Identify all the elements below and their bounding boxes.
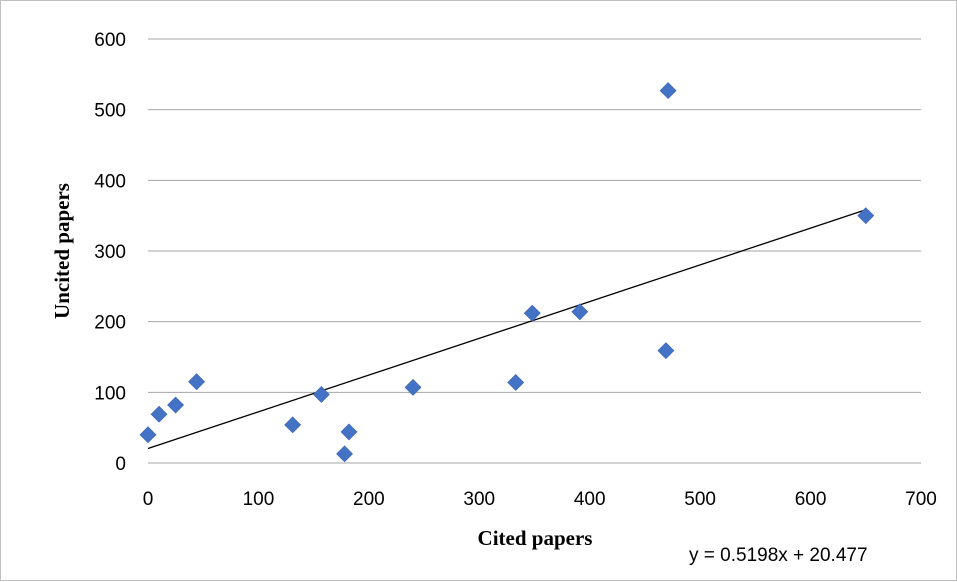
data-point xyxy=(857,207,875,225)
y-tick-label: 600 xyxy=(94,30,126,51)
y-tick-label: 400 xyxy=(94,171,126,192)
x-tick-label: 100 xyxy=(243,489,275,510)
x-axis-title: Cited papers xyxy=(478,526,593,550)
data-point xyxy=(150,405,168,423)
y-tick-label: 300 xyxy=(94,242,126,263)
data-point xyxy=(571,303,589,321)
y-tick-label: 500 xyxy=(94,101,126,122)
trendline-equation: y = 0.5198x + 20.477 xyxy=(689,545,868,566)
data-point xyxy=(336,445,353,463)
x-tick-label: 300 xyxy=(463,489,495,510)
x-tick-label: 0 xyxy=(143,489,154,510)
data-points xyxy=(139,82,875,463)
y-axis-tick-labels: 0 100 200 300 400 500 600 xyxy=(94,30,126,475)
data-point xyxy=(188,373,206,391)
data-point xyxy=(340,423,358,441)
y-tick-label: 100 xyxy=(94,383,126,404)
data-point xyxy=(404,378,422,396)
x-tick-label: 700 xyxy=(905,489,937,510)
data-point xyxy=(284,416,302,434)
y-tick-label: 200 xyxy=(94,313,126,334)
data-point xyxy=(659,82,677,100)
x-tick-label: 600 xyxy=(795,489,827,510)
trendline-group xyxy=(147,209,866,450)
data-point xyxy=(657,342,675,360)
trendline xyxy=(147,209,866,450)
x-tick-label: 500 xyxy=(684,489,716,510)
data-point xyxy=(523,304,541,322)
y-axis-title: Uncited papers xyxy=(50,183,74,319)
y-tick-label: 0 xyxy=(115,454,126,475)
gridlines xyxy=(148,38,921,393)
data-point xyxy=(139,426,157,444)
x-tick-label: 400 xyxy=(574,489,606,510)
data-point xyxy=(507,374,525,391)
data-point xyxy=(167,396,185,414)
data-point xyxy=(312,386,330,403)
x-axis-tick-labels: 0 100 200 300 400 500 600 700 xyxy=(143,489,937,510)
x-tick-label: 200 xyxy=(353,489,385,510)
